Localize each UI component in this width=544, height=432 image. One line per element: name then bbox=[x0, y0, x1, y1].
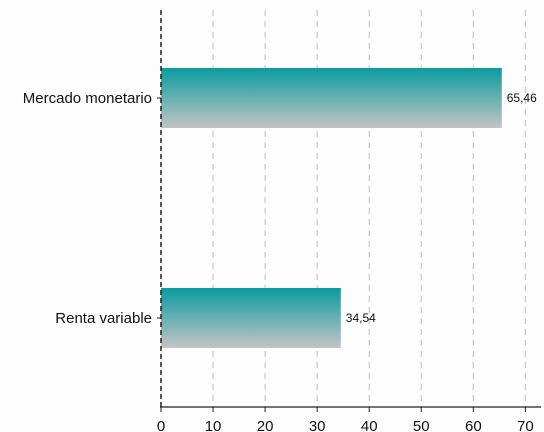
x-tick-label: 70 bbox=[517, 418, 534, 432]
axes bbox=[157, 10, 541, 412]
category-label: Renta variable bbox=[55, 310, 152, 327]
x-tick-label: 40 bbox=[361, 418, 378, 432]
x-tick-label: 30 bbox=[309, 418, 326, 432]
bars bbox=[161, 68, 502, 348]
x-tick-label: 20 bbox=[257, 418, 274, 432]
x-tick-label: 60 bbox=[465, 418, 482, 432]
bar bbox=[161, 288, 341, 348]
bar-value-label: 65,46 bbox=[507, 91, 537, 105]
bar bbox=[161, 68, 502, 128]
x-tick-label: 50 bbox=[413, 418, 430, 432]
bar-value-label: 34,54 bbox=[346, 311, 376, 325]
labels: 65,46 Mercado monetario 34,54 Renta variabl… bbox=[23, 90, 537, 432]
category-label: Mercado monetario bbox=[23, 90, 152, 107]
x-tick-label: 10 bbox=[205, 418, 222, 432]
x-tick-label: 0 bbox=[157, 418, 165, 432]
